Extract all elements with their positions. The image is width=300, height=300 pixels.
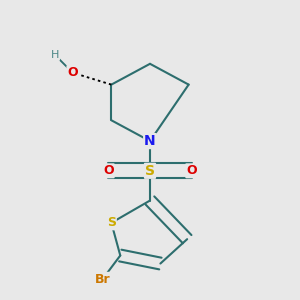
Text: S: S xyxy=(145,164,155,178)
Text: O: O xyxy=(103,164,114,177)
Text: S: S xyxy=(107,216,116,229)
Text: H: H xyxy=(51,50,59,60)
Text: N: N xyxy=(144,134,156,148)
Text: O: O xyxy=(68,66,78,79)
Text: O: O xyxy=(186,164,197,177)
Text: Br: Br xyxy=(94,273,110,286)
